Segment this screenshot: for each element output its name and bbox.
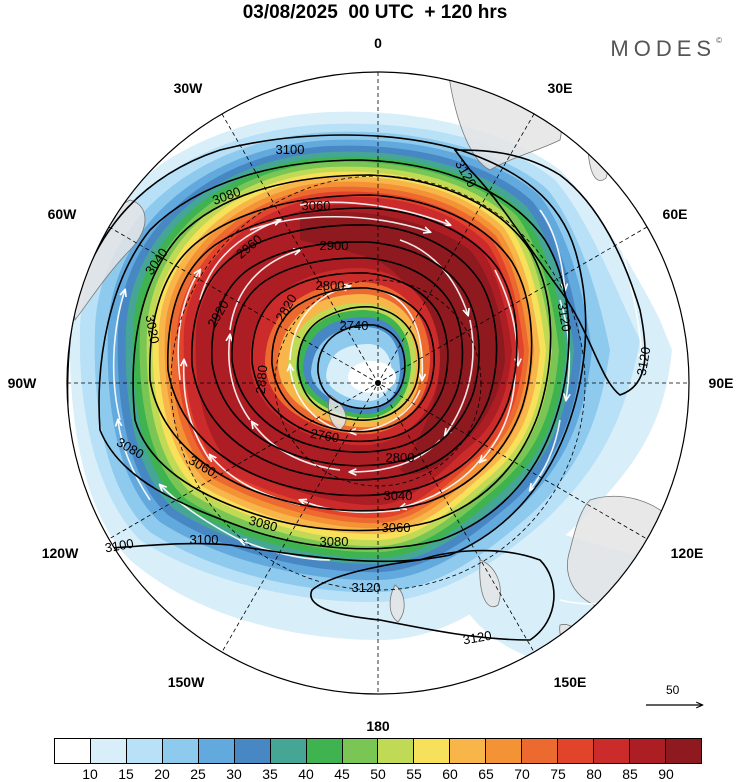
lon-label-120e: 120E	[670, 545, 704, 561]
colorbar-tick-label: 15	[118, 766, 134, 782]
contour-2740	[317, 323, 406, 410]
new-zealand-land	[479, 559, 501, 607]
colorbar-segment	[198, 739, 235, 763]
colorbar-segment	[414, 739, 451, 763]
contour-label: 3080	[320, 534, 349, 549]
contour-label: 2800	[316, 278, 345, 293]
colorbar-segment	[450, 739, 487, 763]
colorbar-ticks: 10 15 20 25 30 35 40 45 50 55 60 65 70 75 80 85 90	[54, 766, 702, 782]
contour-label: 3020	[143, 314, 163, 345]
colorbar-tick-label: 80	[586, 766, 602, 782]
contour-label: 2880	[253, 365, 270, 395]
contour-2800	[271, 287, 435, 433]
colorbar-tick-label: 65	[478, 766, 494, 782]
contour-3040	[149, 194, 533, 512]
contour-label: 2740	[340, 318, 369, 333]
wind-speed-shading	[67, 72, 689, 694]
colorbar-tick-label: 55	[406, 766, 422, 782]
copyright-mark: ©	[716, 36, 722, 45]
colorbar-segment	[234, 739, 271, 763]
contour-label: 3060	[382, 520, 411, 535]
colorbar-tick-label: 45	[334, 766, 350, 782]
contour-label: 3100	[276, 142, 305, 157]
wind-vectors	[112, 201, 670, 605]
brand-name: MODES	[610, 36, 717, 61]
contour-label: 3120	[352, 580, 381, 595]
colorbar-segment	[55, 739, 91, 763]
contour-label: 3060	[302, 198, 331, 213]
contour-label: 2800	[386, 450, 415, 465]
map-title: 03/08/2025 00 UTC + 120 hrs	[242, 2, 508, 23]
contour-2860	[231, 257, 464, 453]
colorbar-tick-label: 20	[154, 766, 170, 782]
colorbar-segment	[306, 739, 343, 763]
colorbar-tick-label: 35	[262, 766, 278, 782]
lon-label-120w: 120W	[41, 545, 79, 561]
colorbar-segment	[522, 739, 559, 763]
lon-label-90w: 90W	[7, 375, 37, 391]
contour-3020	[167, 207, 518, 497]
colorbar-tick-label: 70	[514, 766, 530, 782]
lon-label-150e: 150E	[553, 674, 587, 690]
contour-2760	[297, 306, 420, 421]
australia-land	[567, 495, 686, 611]
contour-2960	[191, 224, 498, 481]
colorbar-segment	[558, 739, 595, 763]
colorbar-segment	[90, 739, 127, 763]
contour-label: 2760	[309, 426, 340, 446]
contour-label: 2900	[320, 238, 349, 253]
lon-label-180: 180	[366, 718, 390, 734]
colorbar-segment	[630, 739, 666, 763]
colorbar-tick-label: 60	[442, 766, 458, 782]
colorbar-segment	[126, 739, 163, 763]
lon-label-30w: 30W	[173, 80, 203, 96]
lon-label-60e: 60E	[662, 206, 688, 222]
contour-label: 3120	[462, 628, 493, 648]
contour-label-group: 3120 3120 3120 3120 3120 3100 3100 3100 …	[104, 142, 654, 647]
contour-3120-north	[453, 149, 646, 396]
colorbar-segment	[342, 739, 379, 763]
contour-label: 3100	[190, 532, 219, 547]
contour-3080	[98, 159, 570, 550]
colorbar-tick-label: 10	[82, 766, 98, 782]
colorbar-segment	[594, 739, 630, 763]
colorbar-segment	[378, 739, 415, 763]
colorbar-tick-label: 50	[370, 766, 386, 782]
lon-label-60w: 60W	[47, 206, 77, 222]
contour-3060	[132, 174, 552, 532]
colorbar-segment	[486, 739, 523, 763]
colorbar-segment	[665, 739, 701, 763]
colorbar-tick-label: 40	[298, 766, 314, 782]
contour-label: 3120	[634, 346, 654, 377]
contour-label: 3100	[104, 536, 135, 556]
contour-2900	[211, 241, 480, 467]
colorbar-tick-label: 90	[658, 766, 674, 782]
modes-logo: MODES©	[610, 36, 722, 62]
pole-marker	[375, 380, 381, 386]
lon-label-30e: 30E	[547, 80, 573, 96]
lon-label-0: 0	[374, 35, 382, 51]
colorbar-tick-label: 25	[190, 766, 206, 782]
contour-label: 3080	[247, 513, 279, 535]
polar-map: 3120 3120 3120 3120 3120 3100 3100 3100 …	[66, 71, 750, 740]
contour-3120-south	[310, 549, 555, 641]
colorbar-tick-label: 30	[226, 766, 242, 782]
colorbar-tick-label: 85	[622, 766, 638, 782]
colorbar-segment	[162, 739, 199, 763]
island-south	[389, 584, 405, 623]
map-boundary	[66, 71, 690, 695]
contour-label: 3040	[384, 488, 413, 503]
wind-core-calm	[348, 361, 396, 393]
colorbar-tick-label: 75	[550, 766, 566, 782]
lon-label-90e: 90E	[708, 375, 734, 391]
vector-reference-label: 50	[666, 683, 680, 697]
lon-label-150w: 150W	[167, 674, 205, 690]
contour-2820	[251, 272, 449, 443]
colorbar-segment	[270, 739, 307, 763]
contour-label: 3120	[555, 302, 575, 333]
colorbar	[54, 738, 702, 764]
